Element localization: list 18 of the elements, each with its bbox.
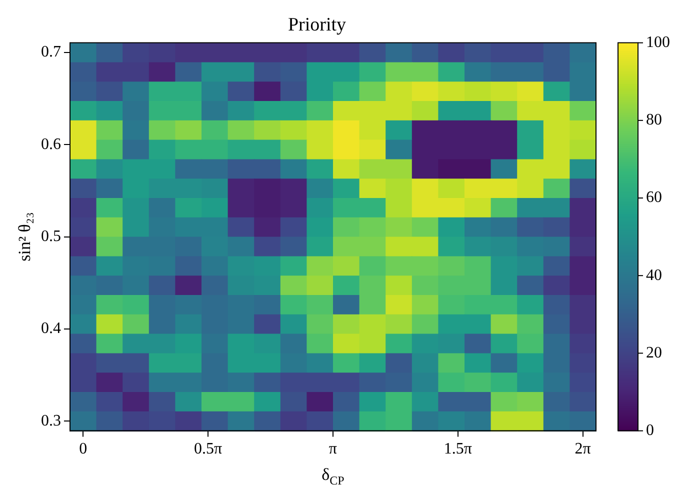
x-tick-label: 0.5π: [194, 440, 222, 458]
y-tick-label: 0.4: [41, 320, 61, 338]
y-axis-title: sin² θ₂₃: [15, 212, 34, 262]
color-bar-label: 0: [646, 422, 654, 440]
color-bar-label: 100: [646, 34, 670, 52]
x-tick-label: 0: [79, 440, 88, 458]
y-tick-label: 0.3: [41, 412, 61, 430]
color-bar-label: 60: [646, 189, 662, 206]
chart-title: Priority: [288, 14, 347, 36]
y-tick-label: 0.6: [41, 136, 61, 153]
color-bar-label: 80: [646, 112, 662, 129]
x-tick-label: 1.5π: [444, 440, 472, 458]
y-tick-label: 0.7: [41, 44, 61, 61]
color-bar-label: 20: [646, 344, 662, 362]
x-tick-label: π: [328, 440, 338, 458]
y-tick-label: 0.5: [41, 228, 61, 246]
color-bar-label: 40: [646, 266, 662, 284]
x-tick-label: 2π: [574, 440, 591, 458]
